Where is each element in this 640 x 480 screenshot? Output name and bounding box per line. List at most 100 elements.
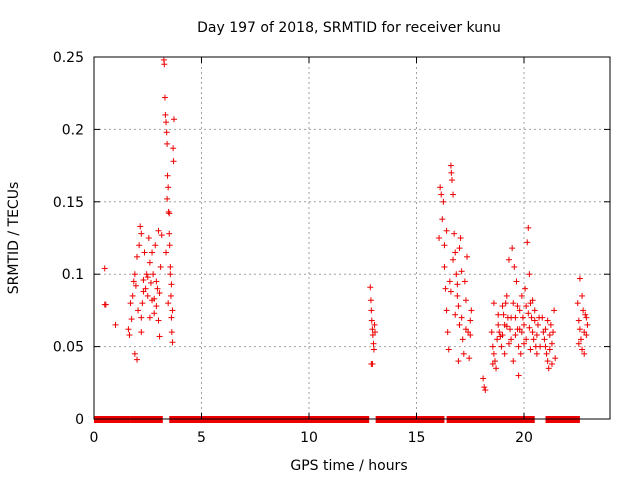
data-point xyxy=(167,292,174,299)
data-point xyxy=(503,323,510,330)
data-point xyxy=(460,350,467,357)
data-point xyxy=(452,311,459,318)
data-point xyxy=(583,332,590,339)
data-point xyxy=(584,321,591,328)
data-point xyxy=(129,292,136,299)
data-point xyxy=(516,307,523,314)
data-point xyxy=(500,311,507,318)
data-point xyxy=(451,230,458,237)
data-point xyxy=(370,346,377,353)
data-point xyxy=(523,336,530,343)
data-point xyxy=(162,111,169,118)
data-point xyxy=(526,324,533,331)
data-point xyxy=(541,336,548,343)
data-point xyxy=(146,259,153,266)
data-point xyxy=(165,300,172,307)
data-point xyxy=(156,290,163,297)
x-tick-label: 0 xyxy=(90,430,99,446)
data-point xyxy=(539,314,546,321)
data-point xyxy=(543,350,550,357)
data-point xyxy=(371,321,378,328)
data-point xyxy=(438,191,445,198)
data-point xyxy=(575,317,582,324)
data-point xyxy=(439,216,446,223)
data-point xyxy=(583,314,590,321)
data-point xyxy=(452,249,459,256)
data-point xyxy=(151,310,158,317)
data-point xyxy=(462,297,469,304)
data-point xyxy=(490,350,497,357)
data-point xyxy=(368,317,375,324)
data-point xyxy=(550,329,557,336)
data-point xyxy=(507,326,514,333)
data-point xyxy=(168,314,175,321)
data-point xyxy=(458,268,465,275)
data-point xyxy=(580,307,587,314)
data-point xyxy=(138,230,145,237)
data-point xyxy=(509,245,516,252)
data-point xyxy=(164,140,171,147)
data-point xyxy=(510,358,517,365)
data-point xyxy=(522,285,529,292)
data-point xyxy=(170,145,177,152)
data-point xyxy=(467,332,474,339)
data-point xyxy=(155,227,162,234)
data-point xyxy=(508,336,515,343)
data-point xyxy=(448,177,455,184)
data-point xyxy=(456,321,463,328)
data-point xyxy=(442,285,449,292)
data-point xyxy=(545,365,552,372)
data-point xyxy=(581,350,588,357)
grid xyxy=(94,57,610,419)
data-point xyxy=(544,317,551,324)
data-point xyxy=(146,314,153,321)
data-point xyxy=(494,336,501,343)
data-point xyxy=(498,343,505,350)
data-point xyxy=(481,384,488,391)
data-point xyxy=(515,372,522,379)
data-point xyxy=(466,355,473,362)
data-point xyxy=(521,321,527,328)
data-point xyxy=(161,61,168,68)
data-point xyxy=(575,340,582,347)
data-point xyxy=(147,279,154,286)
data-point xyxy=(369,360,376,367)
data-point xyxy=(524,239,531,246)
data-point xyxy=(503,292,510,299)
data-point xyxy=(156,333,163,340)
data-point xyxy=(547,321,554,328)
data-point xyxy=(441,263,448,270)
data-point xyxy=(461,278,468,285)
data-point xyxy=(137,223,144,230)
data-point xyxy=(525,224,532,231)
data-point xyxy=(542,326,549,333)
data-point xyxy=(544,358,551,365)
data-point xyxy=(546,332,553,339)
data-point xyxy=(516,326,523,333)
data-point xyxy=(101,265,108,272)
data-point xyxy=(450,256,457,263)
x-tick-label: 15 xyxy=(408,430,426,446)
data-point xyxy=(436,235,443,241)
data-point xyxy=(370,340,377,347)
data-point xyxy=(517,350,524,357)
data-point xyxy=(448,169,455,176)
data-point xyxy=(519,314,526,321)
data-point xyxy=(505,340,512,347)
data-point xyxy=(533,332,540,339)
data-point xyxy=(576,275,583,282)
data-point xyxy=(149,249,156,256)
data-point xyxy=(441,242,448,249)
data-point xyxy=(480,375,487,382)
data-point xyxy=(166,210,173,217)
data-point xyxy=(368,307,375,314)
data-point xyxy=(496,329,503,336)
data-point xyxy=(521,340,527,347)
data-point xyxy=(511,263,518,270)
chart-title: Day 197 of 2018, SRMTID for receiver kun… xyxy=(197,20,501,36)
data-point xyxy=(551,307,558,314)
data-point xyxy=(132,282,139,289)
data-point xyxy=(138,314,145,321)
data-point xyxy=(138,329,145,336)
data-point xyxy=(440,198,447,205)
